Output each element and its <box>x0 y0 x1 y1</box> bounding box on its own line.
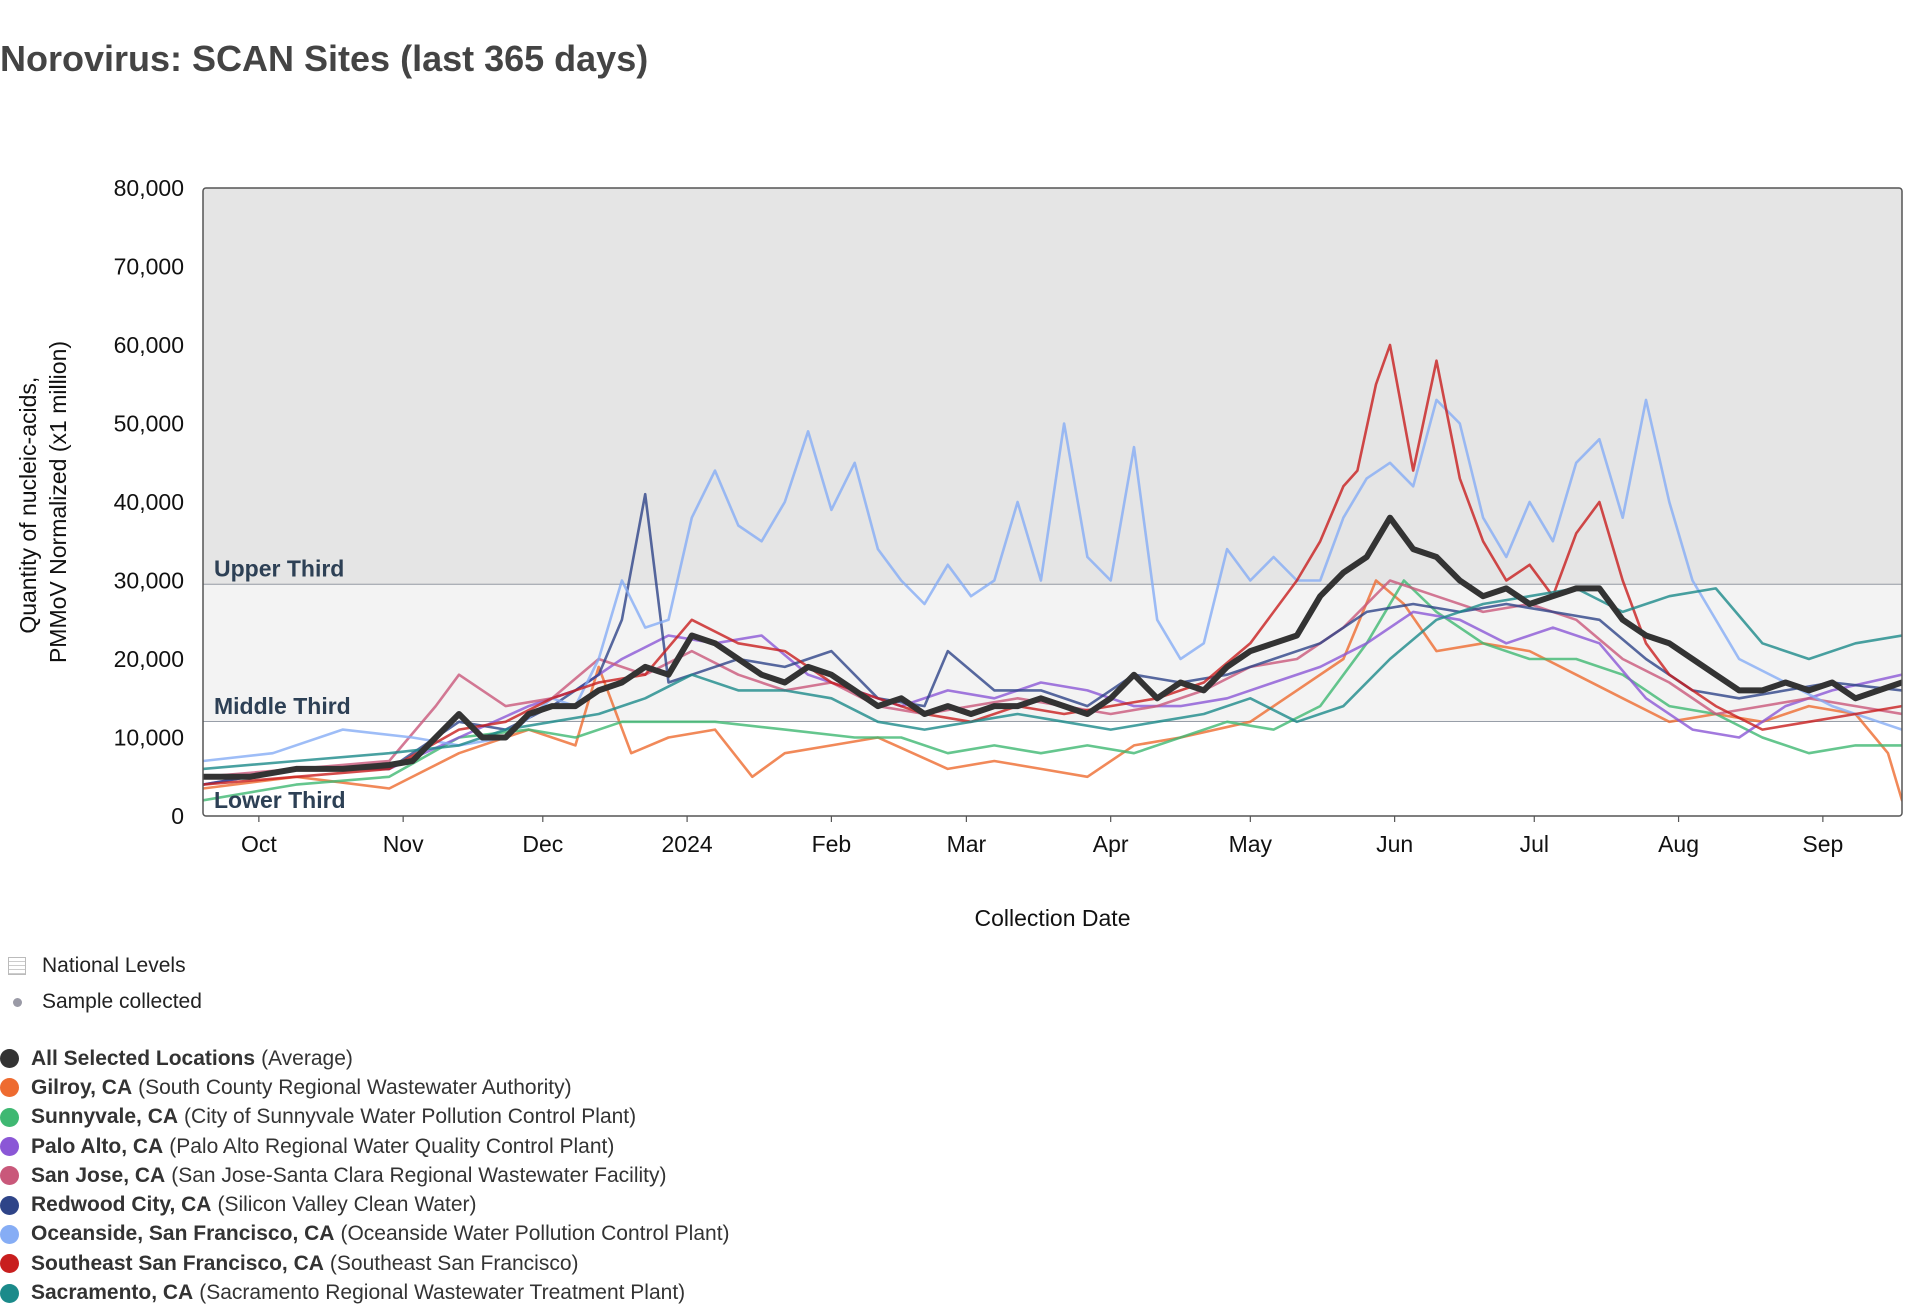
y-tick-label: 50,000 <box>114 411 184 437</box>
y-tick-label: 80,000 <box>114 175 184 201</box>
series-facility: (San Jose-Santa Clara Regional Wastewate… <box>171 1163 667 1187</box>
x-tick-label: Jun <box>1376 831 1413 857</box>
legend-item[interactable]: Sunnyvale, CA (City of Sunnyvale Water Po… <box>0 1103 730 1132</box>
y-tick-label: 10,000 <box>114 725 184 751</box>
legend-item[interactable]: Sacramento, CA (Sacramento Regional Waste… <box>0 1278 730 1307</box>
series-line-6 <box>203 343 1902 786</box>
series-line-0 <box>203 579 1902 802</box>
series-color-icon <box>0 1049 19 1069</box>
series-facility: (Palo Alto Regional Water Quality Contro… <box>169 1134 615 1158</box>
x-tick-label: Apr <box>1093 831 1129 857</box>
series-facility: (South County Regional Wastewater Author… <box>138 1075 572 1099</box>
zone-labels: Upper Third Middle Third Lower Third <box>214 555 351 813</box>
series-name: Gilroy, CA <box>31 1075 133 1099</box>
series-line-8 <box>203 514 1902 780</box>
national-levels-icon <box>8 957 26 975</box>
series-name: Southeast San Francisco, CA <box>31 1251 324 1275</box>
series-name: Palo Alto, CA <box>31 1134 164 1158</box>
legend-item[interactable]: Palo Alto, CA (Palo Alto Regional Water Q… <box>0 1132 730 1161</box>
series-color-icon <box>0 1078 19 1098</box>
series-name: San Jose, CA <box>31 1163 166 1187</box>
zone-label: Middle Third <box>214 693 351 719</box>
y-tick-label: 20,000 <box>114 646 184 672</box>
series-line-4 <box>203 492 1902 786</box>
series-line-7 <box>203 587 1902 771</box>
series-name: Sunnyvale, CA <box>31 1105 179 1129</box>
series-facility: (Average) <box>261 1046 353 1070</box>
national-levels-label: National Levels <box>42 954 186 977</box>
y-axis-title-line-1: Quantity of nucleic-acids, <box>15 377 41 634</box>
page-title: Norovirus: SCAN Sites (last 365 days) <box>0 38 649 79</box>
series-name: All Selected Locations <box>31 1046 256 1070</box>
x-tick-label: Oct <box>241 831 277 857</box>
legend-item[interactable]: Southeast San Francisco, CA (Southeast Sa… <box>0 1249 730 1278</box>
series-facility: (Southeast San Francisco) <box>329 1251 579 1275</box>
x-tick-label: 2024 <box>662 831 713 857</box>
plot-frame <box>202 187 1903 817</box>
x-tick-label: Jul <box>1520 831 1549 857</box>
legend-item[interactable]: Gilroy, CA (South County Regional Wastewa… <box>0 1073 730 1102</box>
series-name: Sacramento, CA <box>31 1281 194 1305</box>
x-tick-label: Sep <box>1802 831 1843 857</box>
sample-collected-label: Sample collected <box>42 990 202 1013</box>
x-tick-label: Feb <box>812 831 852 857</box>
series-color-icon <box>0 1195 19 1215</box>
series-facility: (Oceanside Water Pollution Control Plant… <box>340 1222 730 1246</box>
legend: National Levels Sample collected All Sel… <box>0 948 730 1308</box>
x-tick-label: Nov <box>383 831 424 857</box>
y-tick-label: 70,000 <box>114 254 184 280</box>
x-axis-title: Collection Date <box>975 905 1131 931</box>
y-axis-title-line-2: PMMoV Normalized (x1 million) <box>45 341 71 663</box>
legend-item[interactable]: San Jose, CA (San Jose-Santa Clara Region… <box>0 1161 730 1190</box>
x-tick-label: Mar <box>947 831 987 857</box>
x-tick-label: May <box>1229 831 1273 857</box>
series-line-1 <box>203 579 1902 802</box>
series-name: Redwood City, CA <box>31 1193 212 1217</box>
series-facility: (Silicon Valley Clean Water) <box>217 1193 477 1217</box>
series-color-icon <box>0 1166 19 1186</box>
series-legend-list: All Selected Locations (Average) Gilroy, C… <box>0 1044 730 1308</box>
legend-national-levels[interactable]: National Levels <box>8 948 730 984</box>
chart: Upper Third Middle Third Lower Third 0 10,0… <box>15 175 1903 931</box>
y-tick-label: 60,000 <box>114 332 184 358</box>
x-tick-label: Dec <box>522 831 563 857</box>
legend-item[interactable]: All Selected Locations (Average) <box>0 1044 730 1073</box>
legend-item[interactable]: Oceanside, San Francisco, CA (Oceanside W… <box>0 1220 730 1249</box>
series-color-icon <box>0 1283 19 1303</box>
legend-sample-collected[interactable]: Sample collected <box>8 984 730 1020</box>
series-color-icon <box>0 1107 19 1127</box>
series-facility: (Sacramento Regional Wastewater Treatmen… <box>199 1281 686 1305</box>
y-axis-title: Quantity of nucleic-acids, PMMoV Normali… <box>15 341 71 663</box>
x-tick-label: Aug <box>1658 831 1699 857</box>
series-facility: (City of Sunnyvale Water Pollution Contr… <box>184 1105 637 1129</box>
legend-item[interactable]: Redwood City, CA (Silicon Valley Clean Wa… <box>0 1190 730 1219</box>
series-name: Oceanside, San Francisco, CA <box>31 1222 335 1246</box>
zone-band-1 <box>203 584 1902 722</box>
series-color-icon <box>0 1254 19 1274</box>
zone-label: Lower Third <box>214 787 346 813</box>
series-line-5 <box>203 398 1902 763</box>
x-axis: Oct Nov Dec 2024 Feb Mar Apr May Jun Jul Aug Sep <box>241 816 1843 857</box>
zone-label: Upper Third <box>214 555 344 581</box>
y-axis: 0 10,000 20,000 30,000 40,000 50,000 60,000 70,… <box>114 175 184 829</box>
series-color-icon <box>0 1137 19 1157</box>
sample-dot-icon <box>8 993 26 1011</box>
y-tick-label: 30,000 <box>114 568 184 594</box>
zone-band-2 <box>203 721 1902 816</box>
y-tick-label: 0 <box>171 803 184 829</box>
series-lines <box>203 343 1902 802</box>
series-color-icon <box>0 1224 19 1244</box>
zone-band-0 <box>203 188 1902 585</box>
y-tick-label: 40,000 <box>114 489 184 515</box>
